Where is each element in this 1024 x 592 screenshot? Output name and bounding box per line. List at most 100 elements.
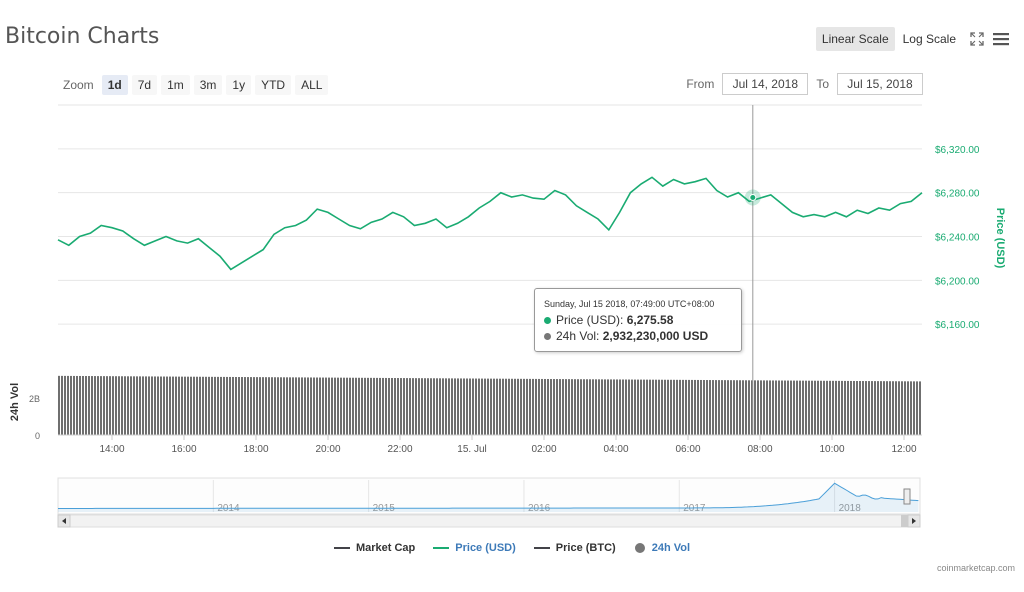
fullscreen-icon[interactable] bbox=[968, 30, 986, 48]
volume-bar bbox=[808, 380, 810, 435]
navigator-handle[interactable] bbox=[903, 488, 911, 505]
volume-bar bbox=[532, 378, 534, 435]
navigator[interactable]: 2014 2015 2016 2017 2018 bbox=[57, 477, 921, 528]
volume-bar bbox=[691, 379, 693, 435]
volume-bar bbox=[229, 376, 231, 435]
volume-bar bbox=[328, 377, 330, 435]
volume-bar bbox=[601, 379, 603, 435]
volume-bar bbox=[115, 376, 117, 435]
volume-bar bbox=[331, 377, 333, 435]
volume-bar bbox=[778, 380, 780, 435]
volume-bar bbox=[190, 376, 192, 435]
legend-price-btc[interactable]: Price (BTC) bbox=[533, 542, 616, 554]
time-tick-label: 04:00 bbox=[603, 444, 628, 455]
volume-bar bbox=[370, 377, 372, 435]
volume-bar bbox=[577, 379, 579, 435]
log-scale-button[interactable]: Log Scale bbox=[902, 32, 956, 46]
volume-bar bbox=[481, 378, 483, 435]
volume-bar bbox=[637, 379, 639, 435]
volume-bar bbox=[265, 377, 267, 435]
volume-bar bbox=[646, 379, 648, 435]
zoom-button-1m[interactable]: 1m bbox=[161, 75, 190, 95]
volume-bar bbox=[352, 377, 354, 435]
volume-bar bbox=[493, 378, 495, 435]
chart-legend: Market Cap Price (USD) Price (BTC) 24h V… bbox=[0, 542, 1024, 554]
volume-bar bbox=[169, 376, 171, 435]
volume-bar bbox=[397, 378, 399, 435]
tooltip-volume-row: 24h Vol: 2,932,230,000 USD bbox=[544, 329, 708, 343]
time-tick-label: 20:00 bbox=[315, 444, 340, 455]
volume-bar bbox=[475, 378, 477, 435]
volume-bar bbox=[247, 377, 249, 435]
volume-bar bbox=[565, 379, 567, 435]
to-date-input[interactable]: Jul 15, 2018 bbox=[837, 73, 923, 95]
scale-controls: Linear Scale Log Scale bbox=[815, 27, 1010, 51]
volume-bar bbox=[250, 377, 252, 435]
volume-bar bbox=[643, 379, 645, 435]
legend-market-cap[interactable]: Market Cap bbox=[333, 542, 415, 554]
volume-bar bbox=[217, 376, 219, 435]
zoom-button-1d[interactable]: 1d bbox=[101, 75, 128, 95]
scrollbar-track[interactable] bbox=[57, 514, 921, 528]
volume-bar bbox=[913, 381, 915, 435]
volume-bar bbox=[865, 381, 867, 435]
linear-scale-button[interactable]: Linear Scale bbox=[815, 27, 895, 51]
volume-bar bbox=[862, 381, 864, 435]
zoom-button-7d[interactable]: 7d bbox=[131, 75, 158, 95]
volume-bar bbox=[292, 377, 294, 435]
legend-24h-vol[interactable]: 24h Vol bbox=[634, 542, 690, 554]
volume-bar bbox=[220, 376, 222, 435]
volume-bar bbox=[718, 380, 720, 435]
volume-bar bbox=[394, 378, 396, 435]
volume-bar bbox=[832, 380, 834, 435]
volume-bar bbox=[463, 378, 465, 435]
time-axis: 14:00 16:00 18:00 20:00 22:00 15. Jul 02:00 04:… bbox=[58, 434, 922, 455]
volume-bar bbox=[58, 375, 60, 435]
volume-bar bbox=[361, 377, 363, 435]
volume-bar bbox=[559, 379, 561, 435]
volume-bar bbox=[226, 376, 228, 435]
volume-bar bbox=[766, 380, 768, 435]
volume-bar bbox=[889, 381, 891, 435]
volume-bar bbox=[613, 379, 615, 435]
volume-bar bbox=[574, 379, 576, 435]
scroll-left-icon bbox=[62, 518, 66, 524]
volume-bar bbox=[70, 375, 72, 435]
price-gridlines bbox=[58, 104, 922, 325]
volume-bar bbox=[421, 378, 423, 435]
zoom-button-1y[interactable]: 1y bbox=[226, 75, 252, 95]
volume-bar bbox=[451, 378, 453, 435]
volume-bar bbox=[853, 380, 855, 435]
volume-bar bbox=[598, 379, 600, 435]
volume-bar bbox=[427, 378, 429, 435]
zoom-button-ytd[interactable]: YTD bbox=[255, 75, 292, 95]
volume-bar bbox=[400, 378, 402, 435]
scrollbar-thumb[interactable] bbox=[901, 515, 908, 527]
volume-bar bbox=[433, 378, 435, 435]
legend-price-usd[interactable]: Price (USD) bbox=[433, 542, 516, 554]
volume-bar bbox=[655, 379, 657, 435]
volume-bar bbox=[499, 378, 501, 435]
navigator-tick-label: 2018 bbox=[839, 503, 862, 514]
volume-bar bbox=[538, 378, 540, 435]
volume-bar bbox=[436, 378, 438, 435]
volume-bar bbox=[868, 381, 870, 435]
volume-bar bbox=[529, 378, 531, 435]
volume-bar bbox=[859, 381, 861, 435]
volume-bar bbox=[910, 381, 912, 435]
menu-icon[interactable] bbox=[992, 30, 1010, 48]
from-date-input[interactable]: Jul 14, 2018 bbox=[722, 73, 809, 95]
zoom-button-3m[interactable]: 3m bbox=[193, 75, 223, 95]
source-credit[interactable]: coinmarketcap.com bbox=[936, 563, 1015, 573]
volume-bar bbox=[814, 380, 816, 435]
volume-bar bbox=[409, 378, 411, 435]
time-tick-label: 02:00 bbox=[531, 444, 556, 455]
zoom-button-all[interactable]: ALL bbox=[295, 75, 329, 95]
volume-bar bbox=[94, 376, 96, 435]
volume-bar bbox=[640, 379, 642, 435]
volume-bar bbox=[799, 380, 801, 435]
volume-bar bbox=[730, 380, 732, 435]
volume-bar bbox=[676, 379, 678, 435]
volume-bar bbox=[163, 376, 165, 435]
